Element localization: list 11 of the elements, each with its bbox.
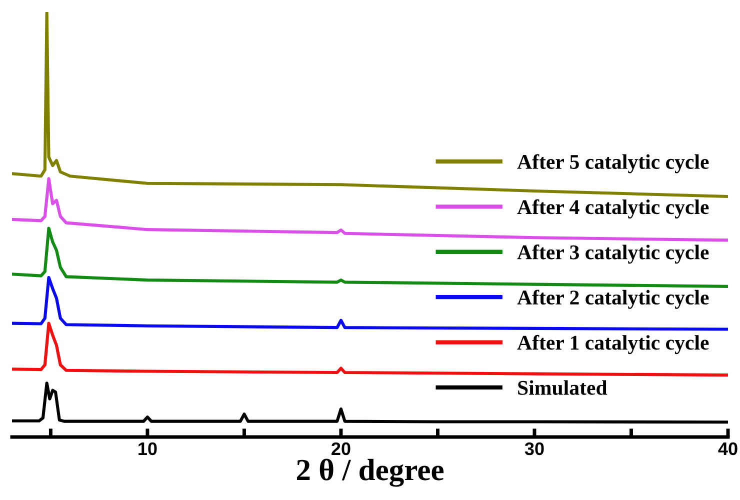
x-axis-title: 2 θ / degree [296,458,444,487]
x-tick-label: 30 [524,442,544,456]
x-tick-label: 40 [718,442,738,456]
x-tick-label: 20 [332,442,350,456]
legend-label: After 2 catalytic cycle [517,290,709,309]
legend-label: After 3 catalytic cycle [517,244,709,264]
legend-label: After 4 catalytic cycle [517,199,709,218]
legend-label: After 5 catalytic cycle [517,154,709,174]
legend-label: After 1 catalytic cycle [517,334,709,354]
x-tick-label: 10 [138,442,157,456]
legend-label: Simulated [518,380,608,395]
